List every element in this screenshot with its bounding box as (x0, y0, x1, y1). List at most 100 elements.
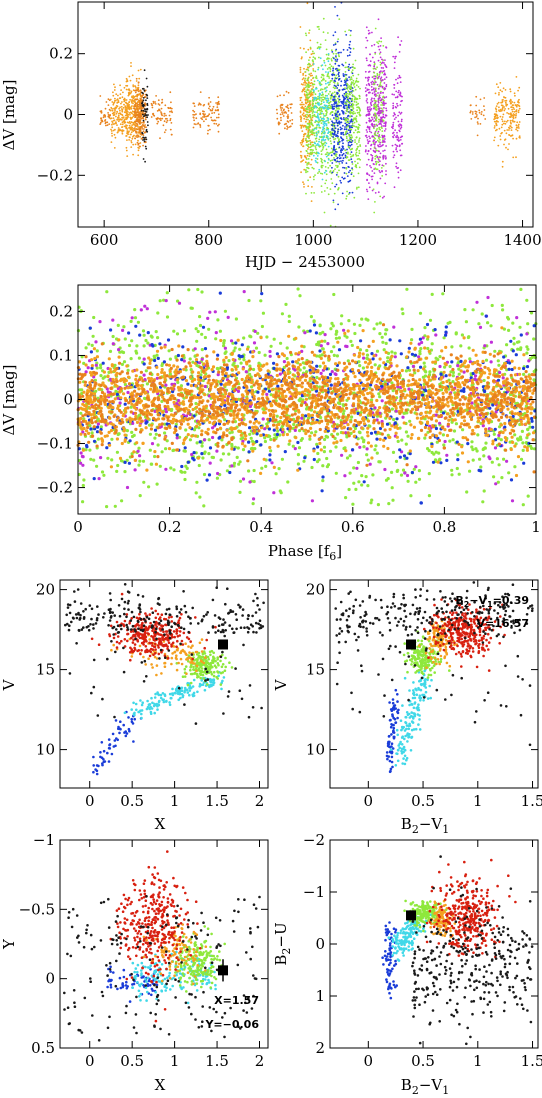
data-point (303, 47, 305, 50)
data-point (355, 101, 358, 103)
data-point (337, 79, 340, 81)
data-point (304, 32, 307, 35)
data-point (280, 119, 282, 122)
data-point (333, 122, 336, 124)
data-point (501, 165, 504, 168)
data-point (495, 457, 499, 461)
data-point (128, 101, 131, 103)
data-point (508, 129, 510, 131)
data-point (309, 56, 311, 59)
data-point (122, 116, 125, 118)
data-point (498, 93, 500, 96)
light-curve-x-label: HJD − 2453000 (245, 253, 365, 271)
data-point (355, 166, 358, 169)
data-point (381, 340, 385, 344)
data-point (188, 438, 192, 442)
data-point (116, 105, 119, 108)
data-point (398, 111, 401, 114)
data-point (130, 117, 133, 120)
data-point (391, 93, 394, 96)
data-point (130, 133, 132, 136)
data-point (334, 471, 338, 475)
data-point (153, 454, 157, 459)
data-point (482, 489, 486, 493)
data-point (283, 94, 285, 97)
data-point (350, 156, 352, 158)
data-point (203, 120, 205, 123)
data-point (397, 137, 400, 139)
data-point (128, 139, 131, 141)
data-point (329, 90, 331, 93)
data-point (141, 127, 144, 130)
data-point (309, 149, 312, 151)
data-point (396, 468, 400, 472)
data-point (343, 92, 346, 95)
data-point (517, 111, 520, 114)
data-point (345, 103, 348, 105)
data-point (450, 468, 454, 472)
data-point (377, 130, 380, 133)
data-point (360, 483, 364, 487)
data-point (335, 164, 337, 167)
data-point (167, 349, 171, 353)
data-point (322, 77, 325, 80)
data-point (182, 449, 186, 453)
data-point (139, 89, 142, 92)
data-point (452, 429, 457, 433)
data-point (511, 110, 514, 113)
data-point (356, 186, 358, 189)
data-point (371, 124, 374, 127)
data-point (334, 109, 337, 112)
data-point (317, 79, 319, 82)
data-point (136, 141, 139, 144)
data-point (300, 143, 303, 146)
data-point (280, 116, 282, 119)
data-point (331, 159, 334, 162)
data-point (376, 181, 379, 184)
data-point (430, 292, 434, 296)
data-point (517, 89, 519, 92)
data-point (321, 91, 324, 94)
data-point (313, 113, 316, 116)
data-point (136, 118, 138, 121)
data-point (136, 111, 138, 113)
data-point (123, 118, 126, 121)
data-point (129, 319, 133, 323)
data-point (353, 100, 356, 103)
y-tick-label: 0.2 (49, 45, 73, 63)
data-point (377, 18, 380, 21)
data-point (365, 121, 368, 124)
data-point (179, 469, 183, 473)
data-point (303, 168, 306, 171)
data-point (133, 129, 136, 132)
data-point (134, 127, 136, 129)
data-point (302, 109, 305, 111)
data-point (394, 129, 396, 132)
data-point (154, 432, 158, 436)
data-point (503, 129, 506, 132)
data-point (137, 135, 140, 138)
data-point (287, 442, 291, 446)
data-point (459, 344, 463, 348)
data-point (329, 159, 332, 162)
data-point (302, 77, 305, 79)
data-point (304, 80, 306, 83)
data-point (285, 112, 288, 114)
data-point (137, 154, 140, 157)
data-point (498, 127, 501, 130)
data-point (121, 113, 123, 116)
data-point (285, 356, 289, 361)
data-point (165, 291, 169, 295)
data-point (399, 43, 401, 46)
data-point (334, 332, 338, 336)
data-point (308, 129, 311, 132)
data-point (321, 347, 325, 351)
data-point (277, 123, 280, 126)
data-point (501, 99, 504, 101)
data-point (135, 114, 138, 116)
data-point (311, 151, 314, 154)
data-point (331, 107, 334, 109)
data-point (358, 166, 361, 169)
data-point (136, 107, 138, 110)
data-point (383, 62, 385, 64)
